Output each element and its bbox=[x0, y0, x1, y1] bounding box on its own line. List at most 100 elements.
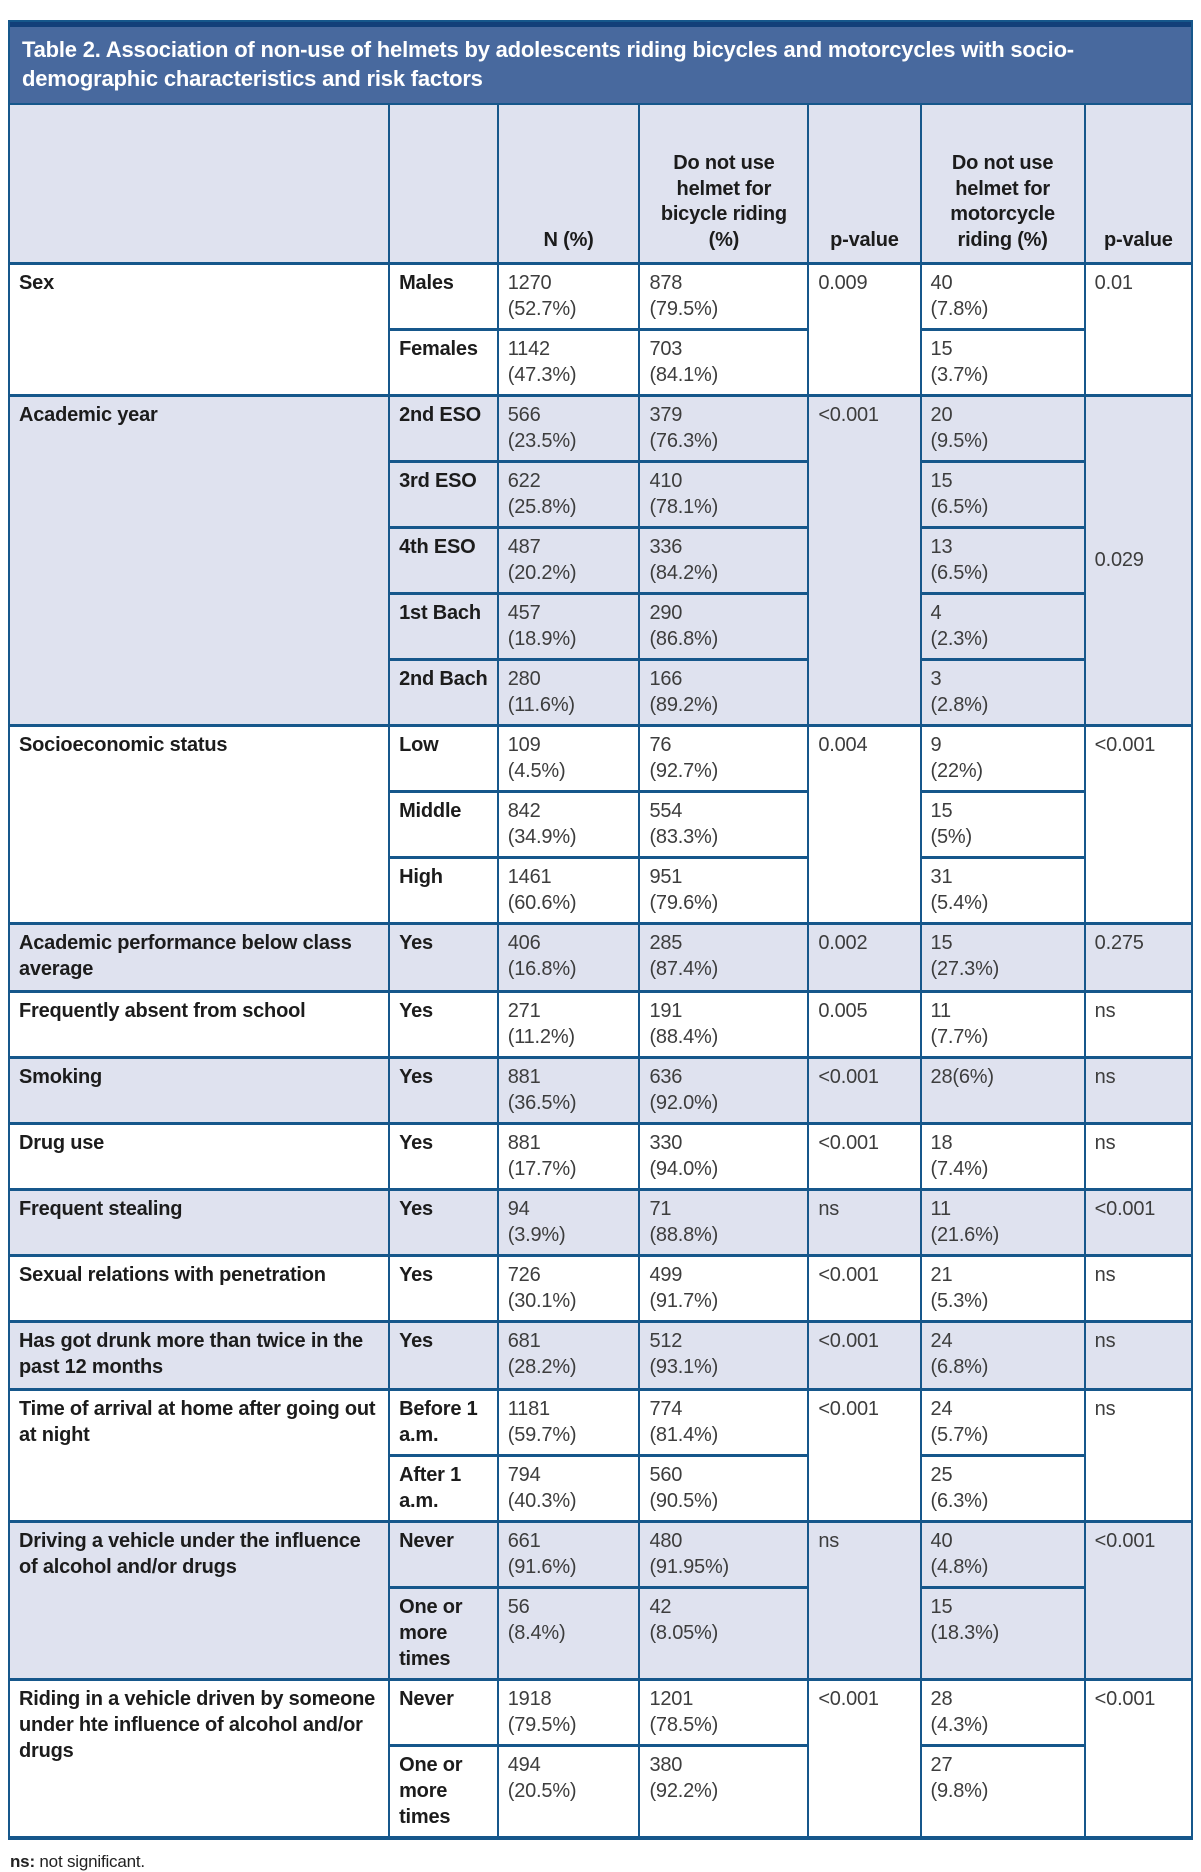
category-cell: Yes bbox=[389, 1055, 499, 1124]
bicycle-cell: 285 (87.4%) bbox=[639, 921, 810, 992]
n-cell: 661 (91.6%) bbox=[497, 1519, 641, 1588]
p-bicycle-cell: ns bbox=[808, 1519, 922, 1680]
bicycle-cell: 554 (83.3%) bbox=[639, 789, 810, 858]
motorcycle-cell: 9 (22%) bbox=[920, 723, 1086, 792]
header-category bbox=[389, 105, 499, 265]
row-label-cell: Academic year bbox=[10, 393, 391, 726]
bicycle-cell: 380 (92.2%) bbox=[639, 1743, 810, 1836]
p-motorcycle-cell: ns bbox=[1084, 989, 1191, 1058]
bicycle-cell: 878 (79.5%) bbox=[639, 261, 810, 330]
motorcycle-cell: 25 (6.3%) bbox=[920, 1453, 1086, 1522]
n-cell: 457 (18.9%) bbox=[497, 591, 641, 660]
table-row: 3rd ESO 622 (25.8%) 410 (78.1%) 15 (6.5%) bbox=[10, 459, 1191, 528]
bicycle-cell: 499 (91.7%) bbox=[639, 1253, 810, 1322]
header-n-percent: N (%) bbox=[497, 105, 641, 265]
table-row: Academic year 2nd ESO 566 (23.5%) 379 (76.3… bbox=[10, 393, 1191, 726]
row-label-cell: Sex bbox=[10, 261, 391, 396]
table-title: Table 2. Association of non-use of helme… bbox=[10, 22, 1191, 106]
motorcycle-cell: 28 (4.3%) bbox=[920, 1677, 1086, 1746]
data-table: N (%) Do not use helmet for bicycle ridi… bbox=[10, 105, 1191, 1836]
category-cell: Yes bbox=[389, 1187, 499, 1256]
motorcycle-cell: 31 (5.4%) bbox=[920, 855, 1086, 924]
p-bicycle-cell: <0.001 bbox=[808, 1121, 922, 1190]
p-bicycle-cell: 0.009 bbox=[808, 261, 922, 396]
table-row: After 1 a.m. 794 (40.3%) 560 (90.5%) 25 (6.… bbox=[10, 1453, 1191, 1522]
row-label-cell: Has got drunk more than twice in the pas… bbox=[10, 1319, 391, 1390]
motorcycle-cell: 21 (5.3%) bbox=[920, 1253, 1086, 1322]
table-row: Smoking Yes 881 (36.5%) 636 (92.0%) <0.001 28… bbox=[10, 1055, 1191, 1124]
bicycle-cell: 336 (84.2%) bbox=[639, 525, 810, 594]
bicycle-cell: 166 (89.2%) bbox=[639, 657, 810, 726]
category-cell: Middle bbox=[389, 789, 499, 858]
p-motorcycle-cell: ns bbox=[1084, 1387, 1191, 1522]
bicycle-cell: 512 (93.1%) bbox=[639, 1319, 810, 1390]
category-cell: After 1 a.m. bbox=[389, 1453, 499, 1522]
table-row: Females 1142 (47.3%) 703 (84.1%) 15 (3.7%) bbox=[10, 327, 1191, 396]
p-bicycle-cell: <0.001 bbox=[808, 393, 922, 726]
n-cell: 794 (40.3%) bbox=[497, 1453, 641, 1522]
p-motorcycle-cell: ns bbox=[1084, 1253, 1191, 1322]
motorcycle-cell: 18 (7.4%) bbox=[920, 1121, 1086, 1190]
row-label-cell: Smoking bbox=[10, 1055, 391, 1124]
category-cell: Never bbox=[389, 1677, 499, 1746]
n-cell: 487 (20.2%) bbox=[497, 525, 641, 594]
n-cell: 842 (34.9%) bbox=[497, 789, 641, 858]
table-row: Middle 842 (34.9%) 554 (83.3%) 15 (5%) bbox=[10, 789, 1191, 858]
category-cell: 4th ESO bbox=[389, 525, 499, 594]
p-bicycle-cell: <0.001 bbox=[808, 1055, 922, 1124]
category-cell: 2nd ESO bbox=[389, 393, 499, 462]
table-body: Sex Males 1270 (52.7%) 878 (79.5%) 0.009 40 (… bbox=[10, 261, 1191, 1836]
p-motorcycle-cell: 0.01 bbox=[1084, 261, 1191, 396]
bicycle-cell: 636 (92.0%) bbox=[639, 1055, 810, 1124]
p-bicycle-cell: 0.005 bbox=[808, 989, 922, 1058]
row-label-cell: Socioeconomic status bbox=[10, 723, 391, 924]
table-row: Frequent stealing Yes 94 (3.9%) 71 (88.8%) n… bbox=[10, 1187, 1191, 1256]
header-p-value-bicycle: p-value bbox=[808, 105, 922, 265]
category-cell: Males bbox=[389, 261, 499, 330]
motorcycle-cell: 24 (6.8%) bbox=[920, 1319, 1086, 1390]
row-label-cell: Academic performance below class average bbox=[10, 921, 391, 992]
row-label-cell: Frequent stealing bbox=[10, 1187, 391, 1256]
p-bicycle-cell: <0.001 bbox=[808, 1387, 922, 1522]
n-cell: 109 (4.5%) bbox=[497, 723, 641, 792]
motorcycle-cell: 15 (3.7%) bbox=[920, 327, 1086, 396]
n-cell: 1461 (60.6%) bbox=[497, 855, 641, 924]
p-motorcycle-cell: ns bbox=[1084, 1121, 1191, 1190]
header-no-helmet-bicycle: Do not use helmet for bicycle riding (%) bbox=[639, 105, 810, 265]
header-characteristic bbox=[10, 105, 391, 265]
category-cell: One or more times bbox=[389, 1743, 499, 1836]
row-label-cell: Time of arrival at home after going out … bbox=[10, 1387, 391, 1522]
n-cell: 566 (23.5%) bbox=[497, 393, 641, 462]
table-row: 2nd Bach 280 (11.6%) 166 (89.2%) 3 (2.8%) bbox=[10, 657, 1191, 726]
n-cell: 1181 (59.7%) bbox=[497, 1387, 641, 1456]
header-no-helmet-motorcycle: Do not use helmet for motorcycle riding … bbox=[920, 105, 1086, 265]
n-cell: 406 (16.8%) bbox=[497, 921, 641, 992]
table-row: Frequently absent from school Yes 271 (11.… bbox=[10, 989, 1191, 1058]
n-cell: 881 (36.5%) bbox=[497, 1055, 641, 1124]
bicycle-cell: 290 (86.8%) bbox=[639, 591, 810, 660]
category-cell: Low bbox=[389, 723, 499, 792]
category-cell: Yes bbox=[389, 1253, 499, 1322]
p-motorcycle-cell: <0.001 bbox=[1084, 723, 1191, 924]
p-motorcycle-cell: ns bbox=[1084, 1319, 1191, 1390]
p-bicycle-cell: ns bbox=[808, 1187, 922, 1256]
p-motorcycle-cell: ns bbox=[1084, 1055, 1191, 1124]
bicycle-cell: 191 (88.4%) bbox=[639, 989, 810, 1058]
table-row: 4th ESO 487 (20.2%) 336 (84.2%) 13 (6.5%) bbox=[10, 525, 1191, 594]
n-cell: 726 (30.1%) bbox=[497, 1253, 641, 1322]
header-p-value-motorcycle: p-value bbox=[1084, 105, 1191, 265]
category-cell: Females bbox=[389, 327, 499, 396]
row-label-cell: Drug use bbox=[10, 1121, 391, 1190]
motorcycle-cell: 11 (21.6%) bbox=[920, 1187, 1086, 1256]
p-motorcycle-cell: <0.001 bbox=[1084, 1677, 1191, 1836]
motorcycle-cell: 15 (18.3%) bbox=[920, 1585, 1086, 1680]
category-cell: Yes bbox=[389, 989, 499, 1058]
table-row: Has got drunk more than twice in the pas… bbox=[10, 1319, 1191, 1390]
category-cell: Yes bbox=[389, 1319, 499, 1390]
p-bicycle-cell: 0.004 bbox=[808, 723, 922, 924]
bicycle-cell: 774 (81.4%) bbox=[639, 1387, 810, 1456]
category-cell: Yes bbox=[389, 1121, 499, 1190]
table-row: Drug use Yes 881 (17.7%) 330 (94.0%) <0.001 1… bbox=[10, 1121, 1191, 1190]
footnote: ns: not significant. bbox=[10, 1852, 1193, 1872]
